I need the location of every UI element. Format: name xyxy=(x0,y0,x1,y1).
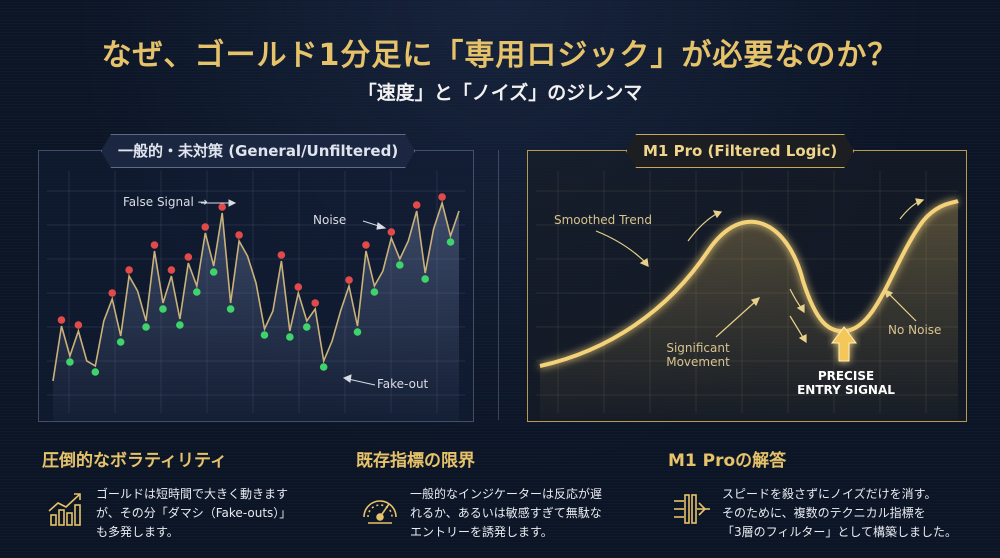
sell-signal-dot xyxy=(201,223,210,231)
sell-signal-dot xyxy=(277,251,286,259)
m1-pro-answer-heading: M1 Proの解答 xyxy=(668,451,787,471)
volatility-desc-line: ゴールドは短時間で大きく動きます xyxy=(96,487,289,501)
sell-signal-dot xyxy=(294,283,303,291)
panel-divider xyxy=(498,150,499,420)
indicator-limit-desc-line: れるか、あるいは敏感すぎて無駄な xyxy=(410,506,602,520)
significant-movement-label: Significant Movement xyxy=(666,341,730,369)
indicator-limit-desc-line: 一般的なインジケーターは反応が遅 xyxy=(410,487,603,501)
no-noise-label: No Noise xyxy=(888,323,942,337)
volatility-heading: 圧倒的なボラティリティ xyxy=(42,451,227,471)
unfiltered-chart-panel: 一般的・未対策 (General/Unfiltered) False Signa… xyxy=(38,150,474,422)
filtered-tag: M1 Pro (Filtered Logic) xyxy=(626,134,854,168)
buy-signal-dot xyxy=(226,305,235,313)
buy-signal-dot xyxy=(176,321,184,329)
indicator-limit-desc-line: エントリーを誘発します。 xyxy=(410,525,553,539)
sell-signal-dot xyxy=(57,316,66,324)
buy-signal-dot xyxy=(319,363,328,371)
fake-out-label: Fake-out xyxy=(377,377,429,391)
unfiltered-tag: 一般的・未対策 (General/Unfiltered) xyxy=(101,134,415,168)
filter-icon xyxy=(674,494,710,524)
filtered-chart xyxy=(536,171,959,421)
sell-signal-dot xyxy=(150,241,159,249)
unfiltered-chart xyxy=(47,171,465,421)
volatility-desc-line: も多発します。 xyxy=(96,525,179,539)
buy-signal-dot xyxy=(370,288,379,296)
sell-signal-dot xyxy=(74,321,83,329)
buy-signal-dot xyxy=(209,268,218,276)
noise-label: Noise xyxy=(313,213,347,227)
trend-area-fill xyxy=(540,201,958,421)
m1-pro-answer-desc-line: そのために、複数のテクニカル指標を xyxy=(722,506,926,520)
buy-signal-dot xyxy=(446,238,455,246)
buy-signal-dot xyxy=(302,323,311,331)
sell-signal-dot xyxy=(438,193,446,201)
m1-pro-answer-column: M1 Proの解答 スピードを殺さずにノイズだけを消す。 そのために、複数のテク… xyxy=(668,446,988,539)
false-signal-label: False Signal → xyxy=(123,195,208,209)
sell-signal-dot xyxy=(412,201,421,209)
sell-signal-dot xyxy=(311,299,320,307)
noisy-price-line xyxy=(52,200,460,382)
smoothed-trend-label: Smoothed Trend xyxy=(554,213,652,227)
indicator-limit-column: 既存指標の限界 一般的なインジケーターは反応が遅 れるか、あるいは敏感すぎて無駄… xyxy=(356,446,656,539)
filtered-chart-panel: M1 Pro (Filtered Logic) Smoothed Trend S… xyxy=(527,150,967,422)
buy-signal-dot xyxy=(395,261,404,269)
sell-signal-dot xyxy=(167,266,176,274)
buy-signal-dot xyxy=(353,328,362,336)
buy-signal-dot xyxy=(286,333,294,341)
speedometer-icon xyxy=(363,500,397,524)
buy-signal-dot xyxy=(142,323,150,331)
sell-signal-dot xyxy=(387,228,396,236)
sell-signal-dot xyxy=(218,203,226,211)
buy-signal-dot xyxy=(66,358,74,366)
indicator-limit-heading: 既存指標の限界 xyxy=(356,451,475,471)
sell-signal-dot xyxy=(345,276,353,284)
volatility-column: 圧倒的なボラティリティ ゴールドは短時間で大きく動きます が、その分「ダマシ（F… xyxy=(42,446,342,539)
page-subtitle: 「速度」と「ノイズ」のジレンマ xyxy=(357,82,643,104)
buy-signal-dot xyxy=(421,275,429,283)
buy-signal-dot xyxy=(159,305,167,313)
sell-signal-dot xyxy=(235,231,243,239)
rising-chart-icon xyxy=(48,493,81,526)
precise-entry-label: PRECISE ENTRY SIGNAL xyxy=(797,369,895,397)
entry-arrow xyxy=(831,326,857,362)
annotation-arrows xyxy=(595,198,925,344)
sell-signal-dot xyxy=(362,241,370,249)
m1-pro-answer-desc-line: スピードを殺さずにノイズだけを消す。 xyxy=(722,487,937,501)
buy-signal-dot xyxy=(116,338,125,346)
buy-signal-dot xyxy=(91,368,100,376)
sell-signal-dot xyxy=(125,266,133,274)
sell-signal-dot xyxy=(184,253,193,261)
annotation-arrows xyxy=(201,199,387,386)
buy-signal-dot xyxy=(192,288,201,296)
volatility-desc-line: が、その分「ダマシ（Fake-outs）」 xyxy=(96,506,292,520)
page-title: なぜ、ゴールド1分足に「専用ロジック」が必要なのか？ xyxy=(101,38,899,73)
buy-signal-dot xyxy=(260,331,269,339)
m1-pro-answer-desc-line: 「3層のフィルター」として構築しました。 xyxy=(722,525,958,539)
smoothed-trend-line xyxy=(539,199,959,368)
sell-signal-dot xyxy=(108,289,117,297)
